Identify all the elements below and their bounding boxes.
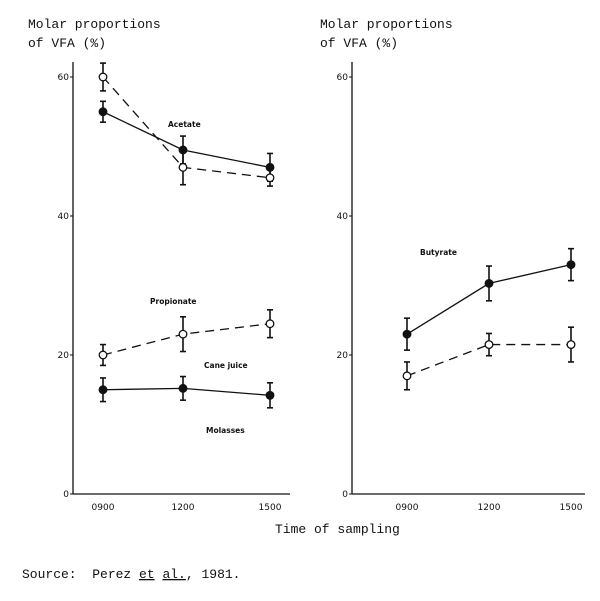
panel0-series-3-point-1 [178, 383, 188, 393]
panel0-series-3-point-0 [98, 385, 108, 395]
label-cane-juice: Cane juice [204, 361, 248, 370]
panel0-series-2-point-1 [178, 329, 188, 339]
panel1-series-1-point-1 [484, 340, 494, 350]
panel0-series-2-point-0 [98, 350, 108, 360]
panel1-xtick-label-0900: 0900 [396, 503, 419, 513]
panel1-ytick-label-0: 0 [342, 490, 348, 500]
right-ylabel-line2: of VFA (%) [320, 36, 398, 51]
right-ylabel-line1: Molar proportions [320, 17, 453, 32]
panel1-ytick-label-20: 20 [337, 351, 349, 361]
source-space [155, 567, 163, 582]
panel0-ytick-label-0: 0 [63, 490, 69, 500]
left-ylabel-line2: of VFA (%) [28, 36, 106, 51]
label-propionate: Propionate [150, 297, 197, 306]
panel1-xtick-label-1200: 1200 [478, 503, 501, 513]
label-molasses: Molasses [206, 426, 245, 435]
panel0-series-1-point-1 [178, 162, 188, 172]
panel0-xtick-label-0900: 0900 [92, 503, 115, 513]
panel0-series-0-point-0 [98, 107, 108, 117]
panel0-series-3-point-2 [265, 390, 275, 400]
source-al: al. [162, 567, 185, 582]
panel1-ytick-label-40: 40 [337, 212, 349, 222]
x-axis-title: Time of sampling [275, 522, 400, 537]
panel0-series-2-point-2 [265, 319, 275, 329]
panel1-series-0-point-0 [402, 329, 412, 339]
label-acetate: Acetate [168, 120, 201, 129]
panel0-ytick-label-60: 60 [58, 73, 70, 83]
label-butyrate: Butyrate [420, 248, 457, 257]
panel0-series-2-line [102, 323, 271, 356]
panel1-series-0-point-1 [484, 278, 494, 288]
source-note: Source: Perez et al., 1981. [22, 567, 240, 582]
panel1-series-0-point-2 [566, 260, 576, 270]
panel1-xtick-label-1500: 1500 [560, 503, 583, 513]
panel1-series-1-point-0 [402, 371, 412, 381]
panel0-series-1-point-0 [98, 72, 108, 82]
panel1-ytick-label-60: 60 [337, 73, 349, 83]
panel1-series-1-point-2 [566, 340, 576, 350]
panel0-xtick-label-1500: 1500 [259, 503, 282, 513]
source-suffix: , 1981. [186, 567, 241, 582]
panel1-series-1-line [406, 343, 571, 377]
panel0-ytick-label-20: 20 [58, 351, 70, 361]
panel0-series-1-point-2 [265, 173, 275, 183]
source-et: et [139, 567, 155, 582]
source-prefix: Source: Perez [22, 567, 139, 582]
left-ylabel-line1: Molar proportions [28, 17, 161, 32]
panel0-xtick-label-1200: 1200 [172, 503, 195, 513]
panel0-ytick-label-40: 40 [58, 212, 70, 222]
